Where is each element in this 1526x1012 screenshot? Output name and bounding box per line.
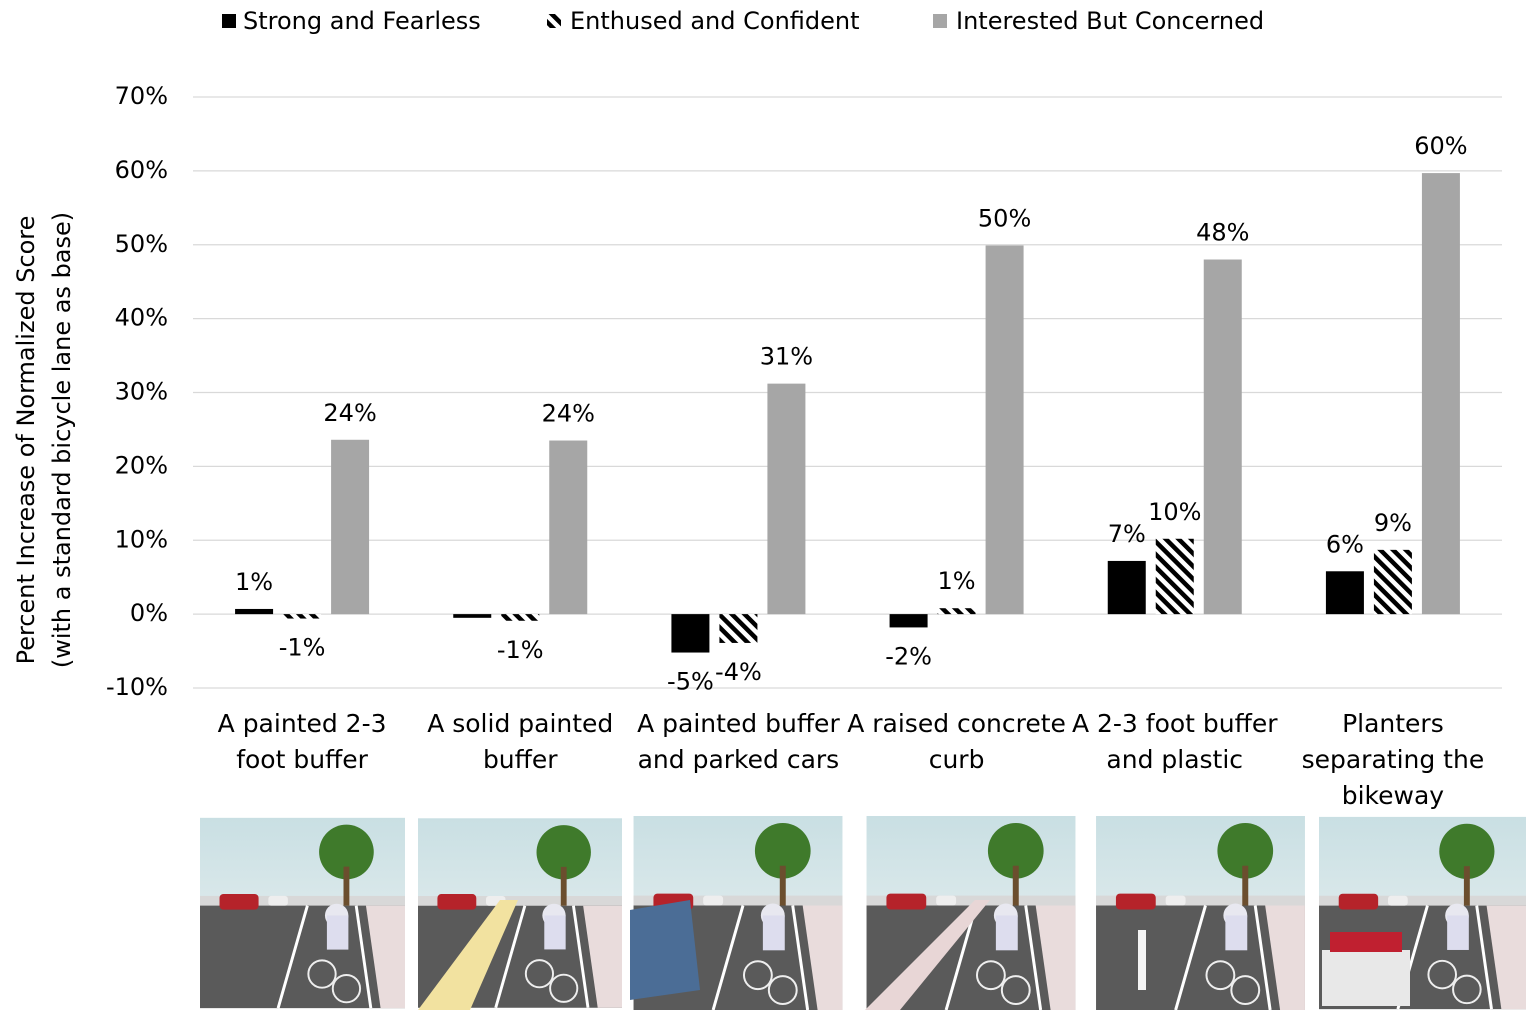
bar [1325, 571, 1364, 615]
bar [937, 608, 976, 615]
lane-images [200, 816, 1526, 1010]
bar [767, 383, 806, 615]
bar [719, 614, 758, 643]
image-plastic-posts [1096, 816, 1305, 1010]
bar [549, 440, 588, 615]
legend-swatch [547, 14, 561, 28]
value-label: 31% [760, 343, 813, 371]
value-label: 48% [1196, 219, 1249, 247]
bar [1421, 173, 1460, 615]
y-tick-label: 20% [115, 451, 168, 479]
value-label: 1% [235, 568, 273, 596]
bar [985, 245, 1024, 615]
value-label: 9% [1374, 509, 1412, 537]
value-label: 6% [1326, 530, 1364, 558]
planter [1322, 950, 1410, 1006]
value-label: 24% [542, 400, 595, 428]
y-tick-label: 0% [130, 599, 168, 627]
value-label: -4% [715, 658, 762, 686]
parked-car [630, 900, 700, 1000]
bar [283, 614, 322, 619]
x-tick-label: A raised concrete curb [847, 709, 1066, 774]
bar [453, 614, 492, 618]
image-painted-buffer [200, 816, 405, 1010]
value-label: 7% [1108, 520, 1146, 548]
bar [889, 614, 928, 628]
bar [331, 439, 370, 615]
legend-label: Interested But Concerned [956, 7, 1264, 35]
bar [1203, 259, 1242, 615]
value-label: 1% [938, 567, 976, 595]
x-tick-label: A 2-3 foot buffer and plastic [1071, 709, 1278, 774]
legend-label: Enthused and Confident [570, 7, 860, 35]
y-tick-label: 30% [115, 378, 168, 406]
plastic-post [1138, 930, 1146, 990]
flowers [1330, 932, 1402, 952]
value-label: -5% [667, 668, 714, 696]
bar [1373, 549, 1412, 615]
value-label: 50% [978, 204, 1031, 232]
y-axis-label: Percent Increase of Normalized Score [12, 216, 40, 665]
bar [501, 614, 540, 621]
yellow-buffer [418, 900, 518, 1010]
x-tick-label: A painted buffer and parked cars [637, 709, 840, 774]
y-tick-label: 70% [115, 82, 168, 110]
y-tick-label: 10% [115, 525, 168, 553]
y-tick-label: 60% [115, 156, 168, 184]
bar [1155, 538, 1194, 615]
value-label: -1% [497, 636, 544, 664]
y-tick-label: -10% [106, 673, 168, 701]
value-label: 24% [323, 399, 376, 427]
x-tick-label: A painted 2-3 foot buffer [217, 709, 387, 774]
legend-swatch [222, 14, 236, 28]
legend-label: Strong and Fearless [243, 7, 481, 35]
y-tick-label: 40% [115, 304, 168, 332]
value-label: -1% [279, 634, 326, 662]
bar [671, 614, 710, 653]
value-label: 10% [1148, 498, 1201, 526]
legend-swatch [933, 14, 947, 28]
bar [1107, 560, 1146, 615]
x-tick-label: Planters separating the bikeway [1301, 709, 1485, 810]
x-tick-label: A solid painted buffer [427, 709, 614, 774]
value-label: -2% [885, 642, 932, 670]
y-axis-label: (with a standard bicycle lane as base) [48, 212, 76, 668]
bar [235, 608, 274, 615]
curb [865, 900, 990, 1010]
y-tick-label: 50% [115, 230, 168, 258]
value-label: 60% [1414, 132, 1467, 160]
